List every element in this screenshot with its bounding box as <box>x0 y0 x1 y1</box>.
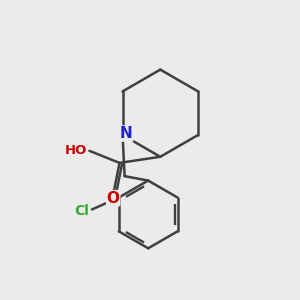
Text: Cl: Cl <box>75 204 90 218</box>
Text: O: O <box>107 191 120 206</box>
Text: N: N <box>120 126 133 141</box>
Text: HO: HO <box>65 144 87 157</box>
